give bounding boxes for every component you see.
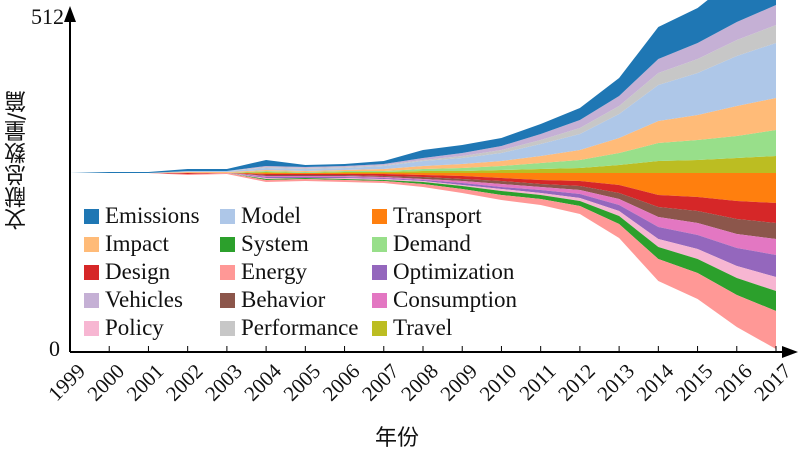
legend-item-impact: Impact [84,231,169,257]
x-tick-label: 2003 [200,359,247,406]
stream-layers [70,0,776,349]
series-travel [70,156,776,173]
x-tick-label: 2012 [553,359,600,406]
x-tick-label: 2004 [239,359,286,406]
legend-swatch [372,236,387,252]
legend-label: Emissions [105,203,200,228]
x-tick-label: 2009 [435,359,482,406]
y-axis-label: 文献总数量/篇 [5,90,30,230]
legend-item-performance: Performance [220,315,359,341]
y-tick-label-top: 512 [31,4,64,29]
x-tick-label: 2000 [82,359,129,406]
legend-swatch [84,264,99,280]
legend-swatch [220,292,235,308]
x-tick-label: 2015 [671,359,718,406]
series-behavior [70,173,776,239]
legend-item-travel: Travel [372,315,452,341]
x-tick-label: 2006 [318,359,365,406]
legend-label: Travel [393,315,453,340]
series-emissions [70,0,776,173]
legend-swatch [220,208,235,224]
series-impact [70,98,776,173]
legend-label: Consumption [393,287,517,312]
series-model [70,43,776,173]
legend-label: Impact [105,231,169,256]
legend-swatch [372,264,387,280]
legend-swatch [220,236,235,252]
series-performance [70,25,776,173]
legend-swatch [372,320,387,336]
legend-item-emissions: Emissions [84,203,200,229]
legend-item-model: Model [220,203,301,229]
x-axis-label: 年份 [375,426,420,451]
x-tick-label: 1999 [43,359,90,406]
y-tick-label-bottom: 0 [49,336,60,361]
x-tick-label: 2010 [475,359,522,406]
y-axis-arrow-icon [64,6,76,22]
x-tick-label: 2007 [357,359,404,406]
legend-item-design: Design [84,259,170,285]
legend-label: Behavior [241,287,326,312]
legend-label: Performance [241,315,359,340]
x-tick-label: 2016 [710,359,757,406]
legend-swatch [84,320,99,336]
legend-item-policy: Policy [84,315,164,341]
legend-item-consumption: Consumption [372,287,517,313]
legend-swatch [220,264,235,280]
x-tick-label: 2005 [279,359,326,406]
x-tick-label: 2008 [396,359,443,406]
series-vehicles [70,5,776,173]
series-design [70,173,776,223]
x-tick-label: 2011 [514,359,560,405]
legend-label: Optimization [393,259,515,284]
legend-swatch [220,320,235,336]
legend-swatch [84,208,99,224]
axes [64,6,798,358]
legend-item-transport: Transport [372,203,482,229]
legend-item-energy: Energy [220,259,307,285]
x-tick-label: 2002 [161,359,208,406]
legend-label: Vehicles [105,287,183,312]
legend-label: Energy [241,259,308,284]
legend-swatch [84,236,99,252]
x-tick-label: 2013 [592,359,639,406]
series-transport [70,173,776,203]
legend-label: System [241,231,309,256]
legend-item-behavior: Behavior [220,287,325,313]
x-tick-label: 2017 [749,359,796,406]
x-ticks: 1999200020012002200320042005200620072008… [43,346,796,406]
legend-item-optimization: Optimization [372,259,514,285]
x-tick-label: 2001 [122,359,169,406]
legend-swatch [84,292,99,308]
legend-swatch [372,292,387,308]
x-tick-label: 2014 [632,359,679,406]
legend-label: Transport [393,203,482,228]
legend-swatch [372,208,387,224]
legend-label: Demand [393,231,471,256]
legend-label: Design [105,259,171,284]
legend-item-system: System [220,231,309,257]
legend-item-demand: Demand [372,231,471,257]
x-axis-arrow-icon [782,346,798,358]
legend-label: Model [241,203,302,228]
series-demand [70,130,776,173]
series-energy [70,173,776,349]
legend-item-vehicles: Vehicles [84,287,183,313]
legend-label: Policy [105,315,164,340]
